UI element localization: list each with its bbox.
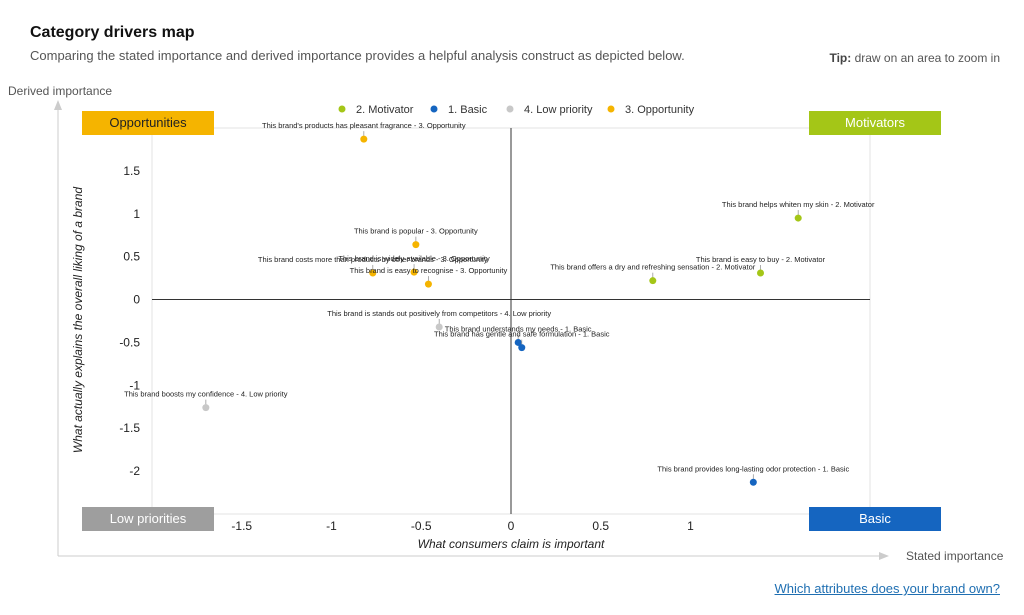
- point-marker[interactable]: [410, 268, 418, 276]
- data-point[interactable]: This brand is easy to recognise - 3. Opp…: [350, 266, 508, 288]
- point-marker[interactable]: [649, 277, 657, 285]
- y-tick-label: 1.5: [123, 164, 140, 178]
- point-marker[interactable]: [202, 404, 210, 412]
- quadrant-motivators-label: Motivators: [809, 111, 941, 135]
- x-tick-label: -1: [326, 519, 337, 533]
- data-points: This brand's products has pleasant fragr…: [124, 121, 875, 486]
- point-marker[interactable]: [360, 135, 368, 143]
- x-axis-title: What consumers claim is important: [418, 537, 605, 551]
- outer-axes: [54, 100, 889, 560]
- x-tick-label: 1: [687, 519, 694, 533]
- y-tick-label: -0.5: [119, 335, 140, 349]
- quadrant-basic-label: Basic: [809, 507, 941, 531]
- point-label: This brand understands my needs - 1. Bas…: [445, 324, 592, 333]
- quadrant-low-priorities-label: Low priorities: [82, 507, 214, 531]
- derived-importance-label: Derived importance: [8, 84, 113, 98]
- data-point[interactable]: This brand has gentle and safe formulati…: [434, 330, 610, 352]
- legend-marker: [607, 105, 615, 113]
- point-label: This brand has gentle and safe formulati…: [434, 330, 610, 339]
- point-label: This brand helps whiten my skin - 2. Mot…: [722, 200, 875, 209]
- legend-label: 2. Motivator: [356, 104, 414, 116]
- point-label: This brand is widely available - 3. Oppo…: [338, 254, 490, 263]
- y-tick-label: 0: [133, 293, 140, 307]
- tip-label: Tip:: [829, 51, 852, 65]
- point-label: This brand is easy to recognise - 3. Opp…: [350, 266, 508, 275]
- data-point[interactable]: This brand helps whiten my skin - 2. Mot…: [722, 200, 875, 222]
- legend-label: 3. Opportunity: [625, 104, 695, 116]
- point-label: This brand provides long-lasting odor pr…: [657, 464, 849, 473]
- tick-labels: -1.5 -1 -0.5 0 0.5 1 1.5 1 0.5 0 -0.5 -1 -1.5 -2: [119, 164, 694, 533]
- point-label: This brand is easy to buy - 2. Motivator: [696, 255, 826, 264]
- y-axis-title: What actually explains the overall likin…: [71, 187, 85, 453]
- data-point[interactable]: This brand is popular - 3. Opportunity: [354, 227, 478, 249]
- legend-item[interactable]: 1. Basic: [430, 104, 488, 116]
- quadrant-opportunities-label: Opportunities: [82, 111, 214, 135]
- point-label: This brand's products has pleasant fragr…: [262, 121, 466, 130]
- y-tick-label: 0.5: [123, 250, 140, 264]
- point-label: This brand offers a dry and refreshing s…: [550, 263, 755, 272]
- point-marker[interactable]: [412, 241, 420, 249]
- y-tick-label: -2: [129, 464, 140, 478]
- y-tick-label: -1: [129, 378, 140, 392]
- chart-legend[interactable]: 2. Motivator 1. Basic 4. Low priority 3. Op…: [338, 104, 695, 116]
- data-point[interactable]: This brand provides long-lasting odor pr…: [657, 464, 849, 486]
- up-arrow-icon: [54, 100, 62, 110]
- point-marker[interactable]: [749, 478, 757, 486]
- point-label: This brand is popular - 3. Opportunity: [354, 227, 478, 236]
- point-label: This brand boosts my confidence - 4. Low…: [124, 390, 288, 399]
- legend-label: 4. Low priority: [524, 104, 593, 116]
- x-tick-label: -0.5: [411, 519, 432, 533]
- point-marker[interactable]: [518, 344, 526, 352]
- data-point[interactable]: This brand is easy to buy - 2. Motivator: [696, 255, 826, 277]
- tip-text: draw on an area to zoom in: [851, 51, 1000, 65]
- stated-importance-label: Stated importance: [906, 549, 1004, 563]
- point-label: This brand costs more than products by o…: [258, 255, 488, 264]
- legend-item[interactable]: 3. Opportunity: [607, 104, 695, 116]
- point-marker[interactable]: [424, 280, 432, 288]
- legend-marker: [506, 105, 514, 113]
- page-title: Category drivers map: [30, 24, 195, 41]
- point-marker[interactable]: [757, 269, 765, 277]
- legend-item[interactable]: 2. Motivator: [338, 104, 414, 116]
- y-tick-label: 1: [133, 207, 140, 221]
- point-marker[interactable]: [435, 323, 443, 331]
- page-subtitle: Comparing the stated importance and deri…: [30, 48, 685, 63]
- point-marker[interactable]: [369, 269, 377, 277]
- x-tick-label: -1.5: [231, 519, 252, 533]
- data-point[interactable]: This brand is widely available - 3. Oppo…: [338, 254, 490, 276]
- legend-label: 1. Basic: [448, 104, 488, 116]
- right-arrow-icon: [879, 552, 889, 560]
- point-marker[interactable]: [514, 338, 522, 346]
- point-label: This brand is stands out positively from…: [327, 309, 551, 318]
- legend-marker: [430, 105, 438, 113]
- data-point[interactable]: This brand offers a dry and refreshing s…: [550, 263, 756, 285]
- point-marker[interactable]: [794, 214, 802, 222]
- data-point[interactable]: This brand's products has pleasant fragr…: [262, 121, 466, 143]
- brand-attributes-link[interactable]: Which attributes does your brand own?: [774, 581, 1000, 596]
- y-tick-label: -1.5: [119, 421, 140, 435]
- zoom-tip: Tip: draw on an area to zoom in: [829, 51, 1000, 65]
- x-tick-label: 0: [508, 519, 515, 533]
- legend-marker: [338, 105, 346, 113]
- data-point[interactable]: This brand understands my needs - 1. Bas…: [445, 324, 592, 346]
- data-point[interactable]: This brand costs more than products by o…: [258, 255, 488, 277]
- legend-item[interactable]: 4. Low priority: [506, 104, 593, 116]
- x-tick-label: 0.5: [592, 519, 609, 533]
- data-point[interactable]: This brand is stands out positively from…: [327, 309, 551, 331]
- data-point[interactable]: This brand boosts my confidence - 4. Low…: [124, 390, 288, 412]
